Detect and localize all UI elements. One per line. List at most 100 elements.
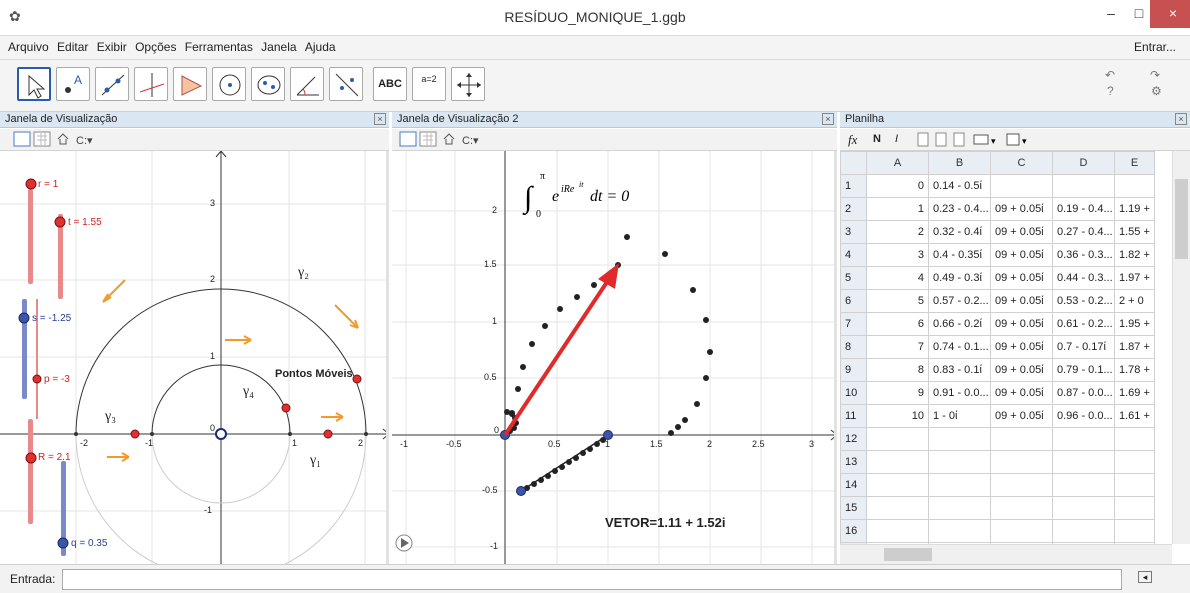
cell[interactable]: 1 [866, 197, 929, 221]
cell[interactable]: 09 + 0.05ί [990, 381, 1053, 405]
cell[interactable] [1114, 496, 1155, 520]
menu-exibir[interactable]: Exibir [96, 40, 127, 54]
row-header[interactable]: 9 [840, 358, 867, 382]
perpendicular-tool[interactable] [134, 67, 168, 101]
cell[interactable]: 09 + 0.05ί [990, 335, 1053, 359]
cell[interactable]: 1.82 + [1114, 243, 1155, 267]
move-tool[interactable] [17, 67, 51, 101]
signin-link[interactable]: Entrar... [1133, 40, 1176, 54]
vertical-scrollbar[interactable] [1172, 151, 1190, 544]
cell[interactable] [928, 427, 991, 451]
row-header[interactable]: 12 [840, 427, 867, 451]
cell[interactable]: 0.53 - 0.2... [1052, 289, 1115, 313]
cell[interactable]: 0.36 - 0.3... [1052, 243, 1115, 267]
cell[interactable] [1114, 450, 1155, 474]
undo-button[interactable]: ↶ [1105, 68, 1116, 82]
cell[interactable]: 0.49 - 0.3ί [928, 266, 991, 290]
menu-ajuda[interactable]: Ajuda [304, 40, 336, 54]
settings-gear-icon[interactable]: ⚙ [1151, 84, 1162, 98]
column-header[interactable]: A [866, 151, 929, 175]
menu-ferramentas[interactable]: Ferramentas [184, 40, 253, 54]
cell[interactable]: 1.55 + [1114, 220, 1155, 244]
cell[interactable]: 1.95 + [1114, 312, 1155, 336]
menu-editar[interactable]: Editar [57, 40, 89, 54]
cell[interactable]: 0.4 - 0.35ί [928, 243, 991, 267]
cell[interactable]: 2 [866, 220, 929, 244]
view1-header[interactable]: Janela de Visualização × [0, 112, 389, 128]
reflect-tool[interactable] [329, 67, 363, 101]
cell[interactable] [928, 473, 991, 497]
circle-tool[interactable] [212, 67, 246, 101]
cell[interactable] [990, 427, 1053, 451]
cell[interactable] [990, 450, 1053, 474]
cell[interactable] [990, 496, 1053, 520]
help-button[interactable]: ? [1107, 84, 1114, 98]
cell[interactable] [990, 174, 1053, 198]
cell[interactable]: 0.87 - 0.0... [1052, 381, 1115, 405]
minimize-button[interactable]: – [1107, 5, 1115, 21]
row-header[interactable]: 4 [840, 243, 867, 267]
cell[interactable] [1052, 174, 1115, 198]
cell[interactable]: 1.97 + [1114, 266, 1155, 290]
cell[interactable]: 0.27 - 0.4... [1052, 220, 1115, 244]
row-header[interactable]: 3 [840, 220, 867, 244]
polygon-tool[interactable] [173, 67, 207, 101]
column-header[interactable]: C [990, 151, 1053, 175]
cell[interactable]: 9 [866, 381, 929, 405]
point-tool[interactable]: A [56, 67, 90, 101]
cell[interactable] [866, 496, 929, 520]
cell[interactable] [1052, 496, 1115, 520]
cell[interactable]: 0.19 - 0.4... [1052, 197, 1115, 221]
angle-tool[interactable] [290, 67, 324, 101]
row-header[interactable]: 10 [840, 381, 867, 405]
cell[interactable] [990, 473, 1053, 497]
close-button[interactable]: × [1150, 0, 1190, 28]
cell[interactable]: 0.23 - 0.4... [928, 197, 991, 221]
cell[interactable]: 0.83 - 0.1ί [928, 358, 991, 382]
input-field[interactable] [62, 569, 1122, 590]
graphics-view-2[interactable]: ∫ π 0 e iRe it dt = 0 VETOR=1.11 + 1.52i… [392, 151, 837, 564]
row-header[interactable]: 2 [840, 197, 867, 221]
cell[interactable]: 6 [866, 312, 929, 336]
cell[interactable] [866, 450, 929, 474]
horizontal-scrollbar[interactable] [840, 544, 1172, 564]
cell[interactable] [928, 519, 991, 543]
cell[interactable]: 09 + 0.05ί [990, 197, 1053, 221]
cell[interactable]: 7 [866, 335, 929, 359]
cell[interactable]: 1.69 + [1114, 381, 1155, 405]
cell[interactable] [1114, 427, 1155, 451]
column-header[interactable]: B [928, 151, 991, 175]
cell[interactable]: 1 - 0ί [928, 404, 991, 428]
cell[interactable]: 09 + 0.05ί [990, 404, 1053, 428]
row-header[interactable]: 16 [840, 519, 867, 543]
row-header[interactable]: 11 [840, 404, 867, 428]
cell[interactable]: 8 [866, 358, 929, 382]
view1-close-icon[interactable]: × [374, 113, 386, 125]
cell[interactable] [866, 519, 929, 543]
cell[interactable]: 0.7 - 0.17ί [1052, 335, 1115, 359]
cell[interactable] [990, 519, 1053, 543]
cell[interactable]: 1.78 + [1114, 358, 1155, 382]
menu-arquivo[interactable]: Arquivo [8, 40, 49, 54]
row-header[interactable]: 14 [840, 473, 867, 497]
text-tool[interactable]: ABC [373, 67, 407, 101]
row-header[interactable]: 8 [840, 335, 867, 359]
cell[interactable] [866, 427, 929, 451]
cell[interactable]: 0.44 - 0.3... [1052, 266, 1115, 290]
keyboard-icon[interactable]: ◂ [1138, 571, 1152, 583]
view2-header[interactable]: Janela de Visualização 2 × [392, 112, 837, 128]
cell[interactable] [1114, 519, 1155, 543]
view2-close-icon[interactable]: × [822, 113, 834, 125]
maximize-button[interactable]: □ [1134, 5, 1144, 21]
scrollbar-thumb[interactable] [1175, 179, 1188, 259]
cell[interactable] [866, 473, 929, 497]
ellipse-tool[interactable] [251, 67, 285, 101]
move-graphics-tool[interactable] [451, 67, 485, 101]
cell[interactable]: 0 [866, 174, 929, 198]
cell[interactable]: 09 + 0.05ί [990, 289, 1053, 313]
cell[interactable]: 1.61 + [1114, 404, 1155, 428]
cell[interactable]: 1.87 + [1114, 335, 1155, 359]
cell[interactable]: 0.32 - 0.4ί [928, 220, 991, 244]
column-header[interactable]: E [1114, 151, 1155, 175]
